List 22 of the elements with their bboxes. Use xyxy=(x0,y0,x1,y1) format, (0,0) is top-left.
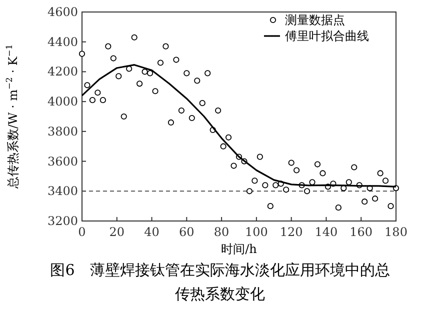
x-tick-label: 80 xyxy=(214,225,230,239)
x-axis-title: 时间/h xyxy=(221,242,258,256)
x-tick-label: 120 xyxy=(280,225,303,239)
legend-label: 测量数据点 xyxy=(285,13,345,27)
x-tick-label: 180 xyxy=(384,225,408,239)
x-tick-label: 160 xyxy=(350,225,373,239)
text: 图6 薄壁焊接钛管在实际海水淡化应用环境中的总传热系数变化 xyxy=(49,260,391,305)
y-tick-label: 4600 xyxy=(47,5,78,19)
y-tick-label: 3800 xyxy=(47,124,78,138)
x-tick-label: 140 xyxy=(314,225,338,239)
y-tick-label: 4000 xyxy=(47,94,78,109)
y-tick-label: 3600 xyxy=(47,154,78,168)
y-tick-label: 4200 xyxy=(47,64,78,79)
y-tick-label: 3400 xyxy=(47,184,78,198)
y-tick-label: 3200 xyxy=(47,214,78,228)
x-tick-label: 0 xyxy=(78,225,86,239)
x-tick-label: 60 xyxy=(179,225,194,239)
x-tick-label: 100 xyxy=(244,225,268,239)
y-tick-label: 4400 xyxy=(47,34,78,49)
x-tick-label: 20 xyxy=(109,225,125,239)
legend-label: 傅里叶拟合曲线 xyxy=(285,29,369,43)
x-tick-label: 40 xyxy=(144,225,160,239)
